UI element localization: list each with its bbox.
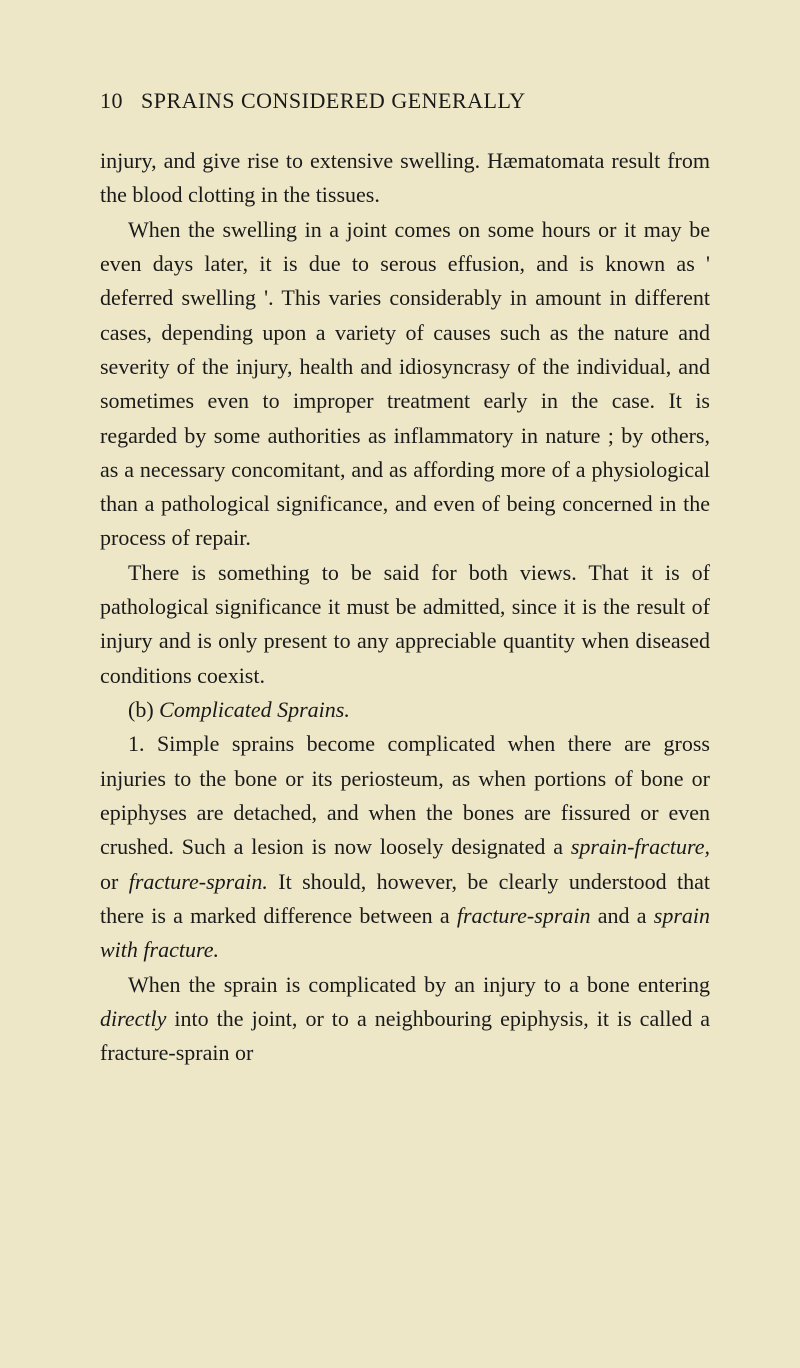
p5-italic-2: fracture-sprain.	[129, 869, 268, 894]
p5-text-4: and a	[591, 903, 654, 928]
p5-italic-3: fracture-sprain	[457, 903, 591, 928]
p5-text-2: or	[100, 869, 129, 894]
paragraph-6: When the sprain is complicated by an inj…	[100, 968, 710, 1071]
section-label: (b)	[128, 697, 154, 722]
page-number: 10	[100, 88, 123, 113]
body-text: injury, and give rise to extensive swell…	[100, 144, 710, 1070]
page-header: 10 SPRAINS CONSIDERED GENERALLY	[100, 88, 710, 114]
section-title: Complicated Sprains.	[154, 697, 350, 722]
p6-italic-1: directly	[100, 1006, 166, 1031]
paragraph-2: When the swelling in a joint comes on so…	[100, 213, 710, 556]
p6-text-2: into the joint, or to a neigh­bouring ep…	[100, 1006, 710, 1065]
paragraph-4: (b) Complicated Sprains.	[100, 693, 710, 727]
p5-italic-1: sprain-fracture,	[571, 834, 710, 859]
paragraph-5: 1. Simple sprains become complicated whe…	[100, 727, 710, 967]
p6-text-1: When the sprain is complicated by an inj…	[128, 972, 710, 997]
header-title: SPRAINS CONSIDERED GENERALLY	[141, 88, 526, 113]
paragraph-3: There is something to be said for both v…	[100, 556, 710, 693]
paragraph-1: injury, and give rise to extensive swell…	[100, 144, 710, 213]
